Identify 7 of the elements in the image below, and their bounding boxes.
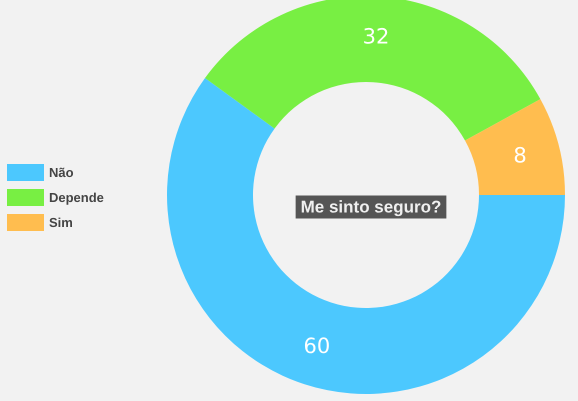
data-label: 60 [304,334,330,358]
legend-label: Sim [49,215,73,230]
data-label: 8 [513,143,527,168]
data-label: 32 [362,24,390,48]
legend-label: Não [49,165,74,180]
legend-label: Depende [49,190,104,205]
text: Me sinto seguro? [300,198,442,216]
